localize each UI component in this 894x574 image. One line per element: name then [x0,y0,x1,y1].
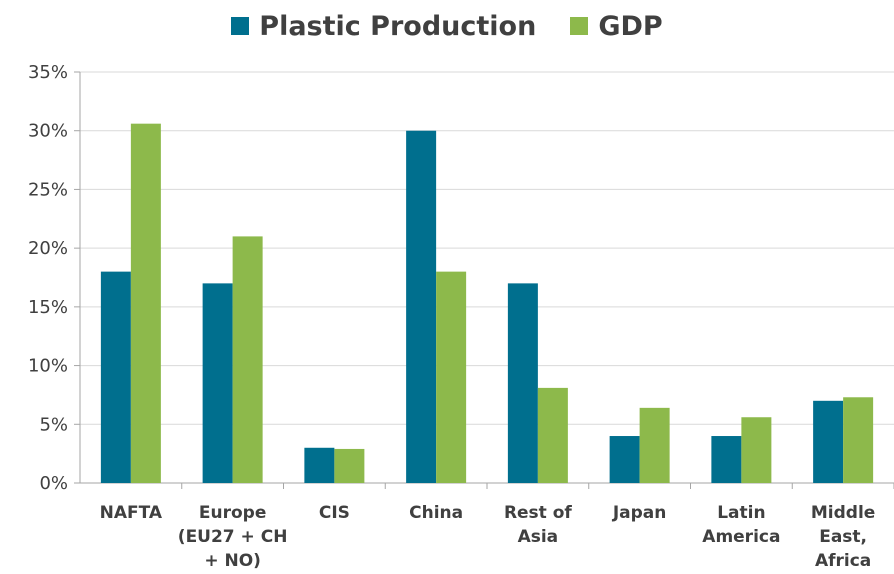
chart-legend: Plastic Production GDP [0,6,894,46]
y-tick-label-0: 0% [39,473,68,494]
bar-plastic-production-2 [304,447,335,483]
x-category-label-1-line-1: (EU27 + CH [178,527,288,547]
bar-plastic-production-0 [100,271,131,483]
y-tick-label-20: 20% [28,238,68,259]
x-category-label-3-line-0: China [409,503,463,523]
x-category-label-7-line-0: Middle [811,503,875,523]
bar-gdp-6 [741,417,772,483]
x-category-label-6-line-1: America [702,527,780,547]
bar-plastic-production-6 [711,436,742,483]
legend-swatch-gdp [570,17,589,35]
x-category-label-4-line-0: Rest of [504,503,572,523]
bar-gdp-2 [334,448,365,483]
legend-label-gdp: GDP [598,10,663,42]
y-tick-label-35: 35% [28,62,68,83]
x-category-label-6-line-0: Latin [717,503,765,523]
bar-plastic-production-3 [406,130,437,483]
y-tick-label-15: 15% [28,297,68,318]
bar-gdp-0 [130,123,161,483]
bar-gdp-1 [232,236,263,483]
x-category-label-1-line-2: + NO) [204,551,261,571]
y-tick-label-5: 5% [39,414,68,435]
legend-swatch-plastic-production [231,17,250,35]
bar-gdp-4 [537,387,568,483]
bar-plastic-production-4 [507,283,538,483]
y-tick-label-30: 30% [28,121,68,142]
x-category-label-1-line-0: Europe [199,503,266,523]
x-category-label-7-line-1: East, [819,527,867,547]
bar-gdp-7 [843,397,874,483]
x-category-label-4-line-1: Asia [518,527,559,547]
y-tick-label-25: 25% [28,179,68,200]
x-category-label-2-line-0: CIS [319,503,350,523]
bar-plastic-production-7 [813,400,844,483]
x-category-label-0-line-0: NAFTA [100,503,163,523]
bar-gdp-5 [639,407,670,483]
legend-item-gdp: GDP [570,10,663,42]
bar-gdp-3 [436,271,467,483]
bar-plastic-production-1 [202,283,233,483]
legend-item-plastic-production: Plastic Production [231,11,536,42]
x-category-label-5-line-0: Japan [612,503,667,523]
y-tick-label-10: 10% [28,356,68,377]
bar-plastic-production-5 [609,436,640,483]
x-category-label-7-line-2: Africa [815,551,871,571]
legend-label-plastic-production: Plastic Production [259,10,537,42]
